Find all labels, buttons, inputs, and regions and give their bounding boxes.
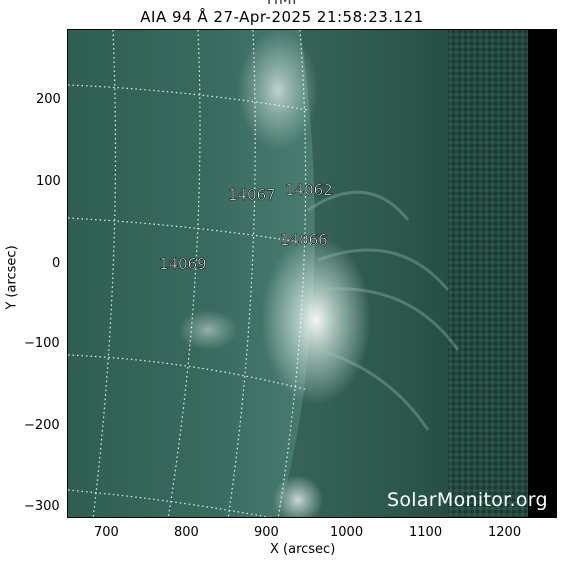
space-strip xyxy=(528,30,556,517)
y-tick: 0 xyxy=(52,256,61,271)
x-tick: 900 xyxy=(254,525,279,540)
x-tick: 800 xyxy=(174,525,199,540)
bright-patch-bottom xyxy=(273,475,323,517)
region-labels: 14067 14062 14066 14069 xyxy=(159,181,333,274)
solar-plot-area: 14067 14062 14066 14069 SolarMonitor.org xyxy=(67,29,557,518)
x-axis-label: X (arcsec) xyxy=(270,542,336,557)
region-label: 14067 xyxy=(228,186,276,204)
y-tick: 100 xyxy=(36,174,61,189)
y-tick: −300 xyxy=(24,499,60,514)
region-label: 14066 xyxy=(280,231,328,249)
y-tick: −100 xyxy=(24,336,60,351)
y-tick: −200 xyxy=(24,418,60,433)
x-tick: 700 xyxy=(94,525,119,540)
x-tick: 1200 xyxy=(488,525,522,540)
heliographic-grid xyxy=(68,30,319,517)
title-top-cropped: HMI xyxy=(0,0,564,8)
region-label: 14062 xyxy=(285,181,333,199)
bright-limb-region xyxy=(261,235,371,405)
region-label: 14069 xyxy=(159,255,207,273)
noise-edge xyxy=(448,30,528,517)
x-tick: 1100 xyxy=(409,525,443,540)
coronal-loops xyxy=(307,190,460,431)
solar-disk xyxy=(68,30,315,517)
solar-image: 14067 14062 14066 14069 xyxy=(68,30,556,517)
bright-loops-top xyxy=(238,30,318,150)
y-axis-label: Y (arcsec) xyxy=(4,245,20,310)
y-tick: 200 xyxy=(36,92,61,107)
image-title: AIA 94 Å 27-Apr-2025 21:58:23.121 xyxy=(140,8,424,26)
bright-patch-14069 xyxy=(178,310,238,350)
watermark: SolarMonitor.org xyxy=(387,489,548,511)
x-tick: 1000 xyxy=(330,525,364,540)
